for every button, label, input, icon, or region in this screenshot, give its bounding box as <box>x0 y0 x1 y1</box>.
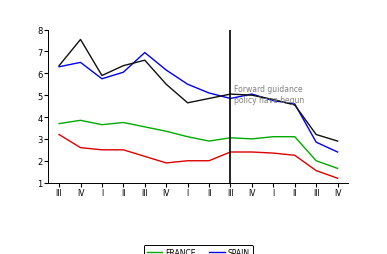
SPAIN <box>164 69 168 72</box>
GERMANY <box>121 149 126 152</box>
GERMANY <box>250 151 254 154</box>
ITALY <box>78 39 83 42</box>
Line: ITALY: ITALY <box>59 40 337 141</box>
Line: FRANCE: FRANCE <box>59 121 337 169</box>
FRANCE <box>57 123 62 126</box>
FRANCE <box>314 160 319 163</box>
FRANCE <box>78 119 83 122</box>
ITALY <box>185 102 190 105</box>
FRANCE <box>142 126 147 129</box>
SPAIN <box>271 100 276 103</box>
SPAIN <box>121 71 126 74</box>
SPAIN <box>314 141 319 144</box>
GERMANY <box>142 155 147 158</box>
Line: GERMANY: GERMANY <box>59 135 337 179</box>
Legend: FRANCE, GERMANY, SPAIN, ITALY: FRANCE, GERMANY, SPAIN, ITALY <box>144 245 253 254</box>
SPAIN <box>78 62 83 65</box>
GERMANY <box>57 133 62 136</box>
FRANCE <box>121 121 126 124</box>
SPAIN <box>185 83 190 86</box>
ITALY <box>99 75 104 78</box>
GERMANY <box>228 151 233 154</box>
ITALY <box>142 59 147 62</box>
GERMANY <box>271 152 276 155</box>
GERMANY <box>293 154 297 157</box>
GERMANY <box>335 177 340 180</box>
ITALY <box>164 83 168 86</box>
FRANCE <box>293 136 297 139</box>
SPAIN <box>228 98 233 101</box>
ITALY <box>250 94 254 97</box>
ITALY <box>57 65 62 68</box>
GERMANY <box>185 160 190 163</box>
GERMANY <box>164 162 168 165</box>
ITALY <box>121 65 126 68</box>
SPAIN <box>57 66 62 69</box>
SPAIN <box>142 52 147 55</box>
FRANCE <box>250 138 254 141</box>
ITALY <box>314 133 319 136</box>
SPAIN <box>99 78 104 81</box>
GERMANY <box>78 147 83 150</box>
GERMANY <box>207 160 211 163</box>
SPAIN <box>293 103 297 106</box>
ITALY <box>293 104 297 107</box>
GERMANY <box>314 169 319 172</box>
ITALY <box>228 93 233 96</box>
FRANCE <box>207 140 211 143</box>
Line: SPAIN: SPAIN <box>59 53 337 152</box>
FRANCE <box>185 136 190 139</box>
FRANCE <box>271 136 276 139</box>
ITALY <box>335 140 340 143</box>
FRANCE <box>99 124 104 127</box>
SPAIN <box>335 151 340 154</box>
SPAIN <box>250 93 254 96</box>
ITALY <box>271 99 276 102</box>
FRANCE <box>164 130 168 133</box>
ITALY <box>207 98 211 101</box>
FRANCE <box>228 137 233 140</box>
SPAIN <box>207 92 211 95</box>
FRANCE <box>335 167 340 170</box>
Text: Forward guidance
policy have begun: Forward guidance policy have begun <box>234 85 304 104</box>
GERMANY <box>99 149 104 152</box>
